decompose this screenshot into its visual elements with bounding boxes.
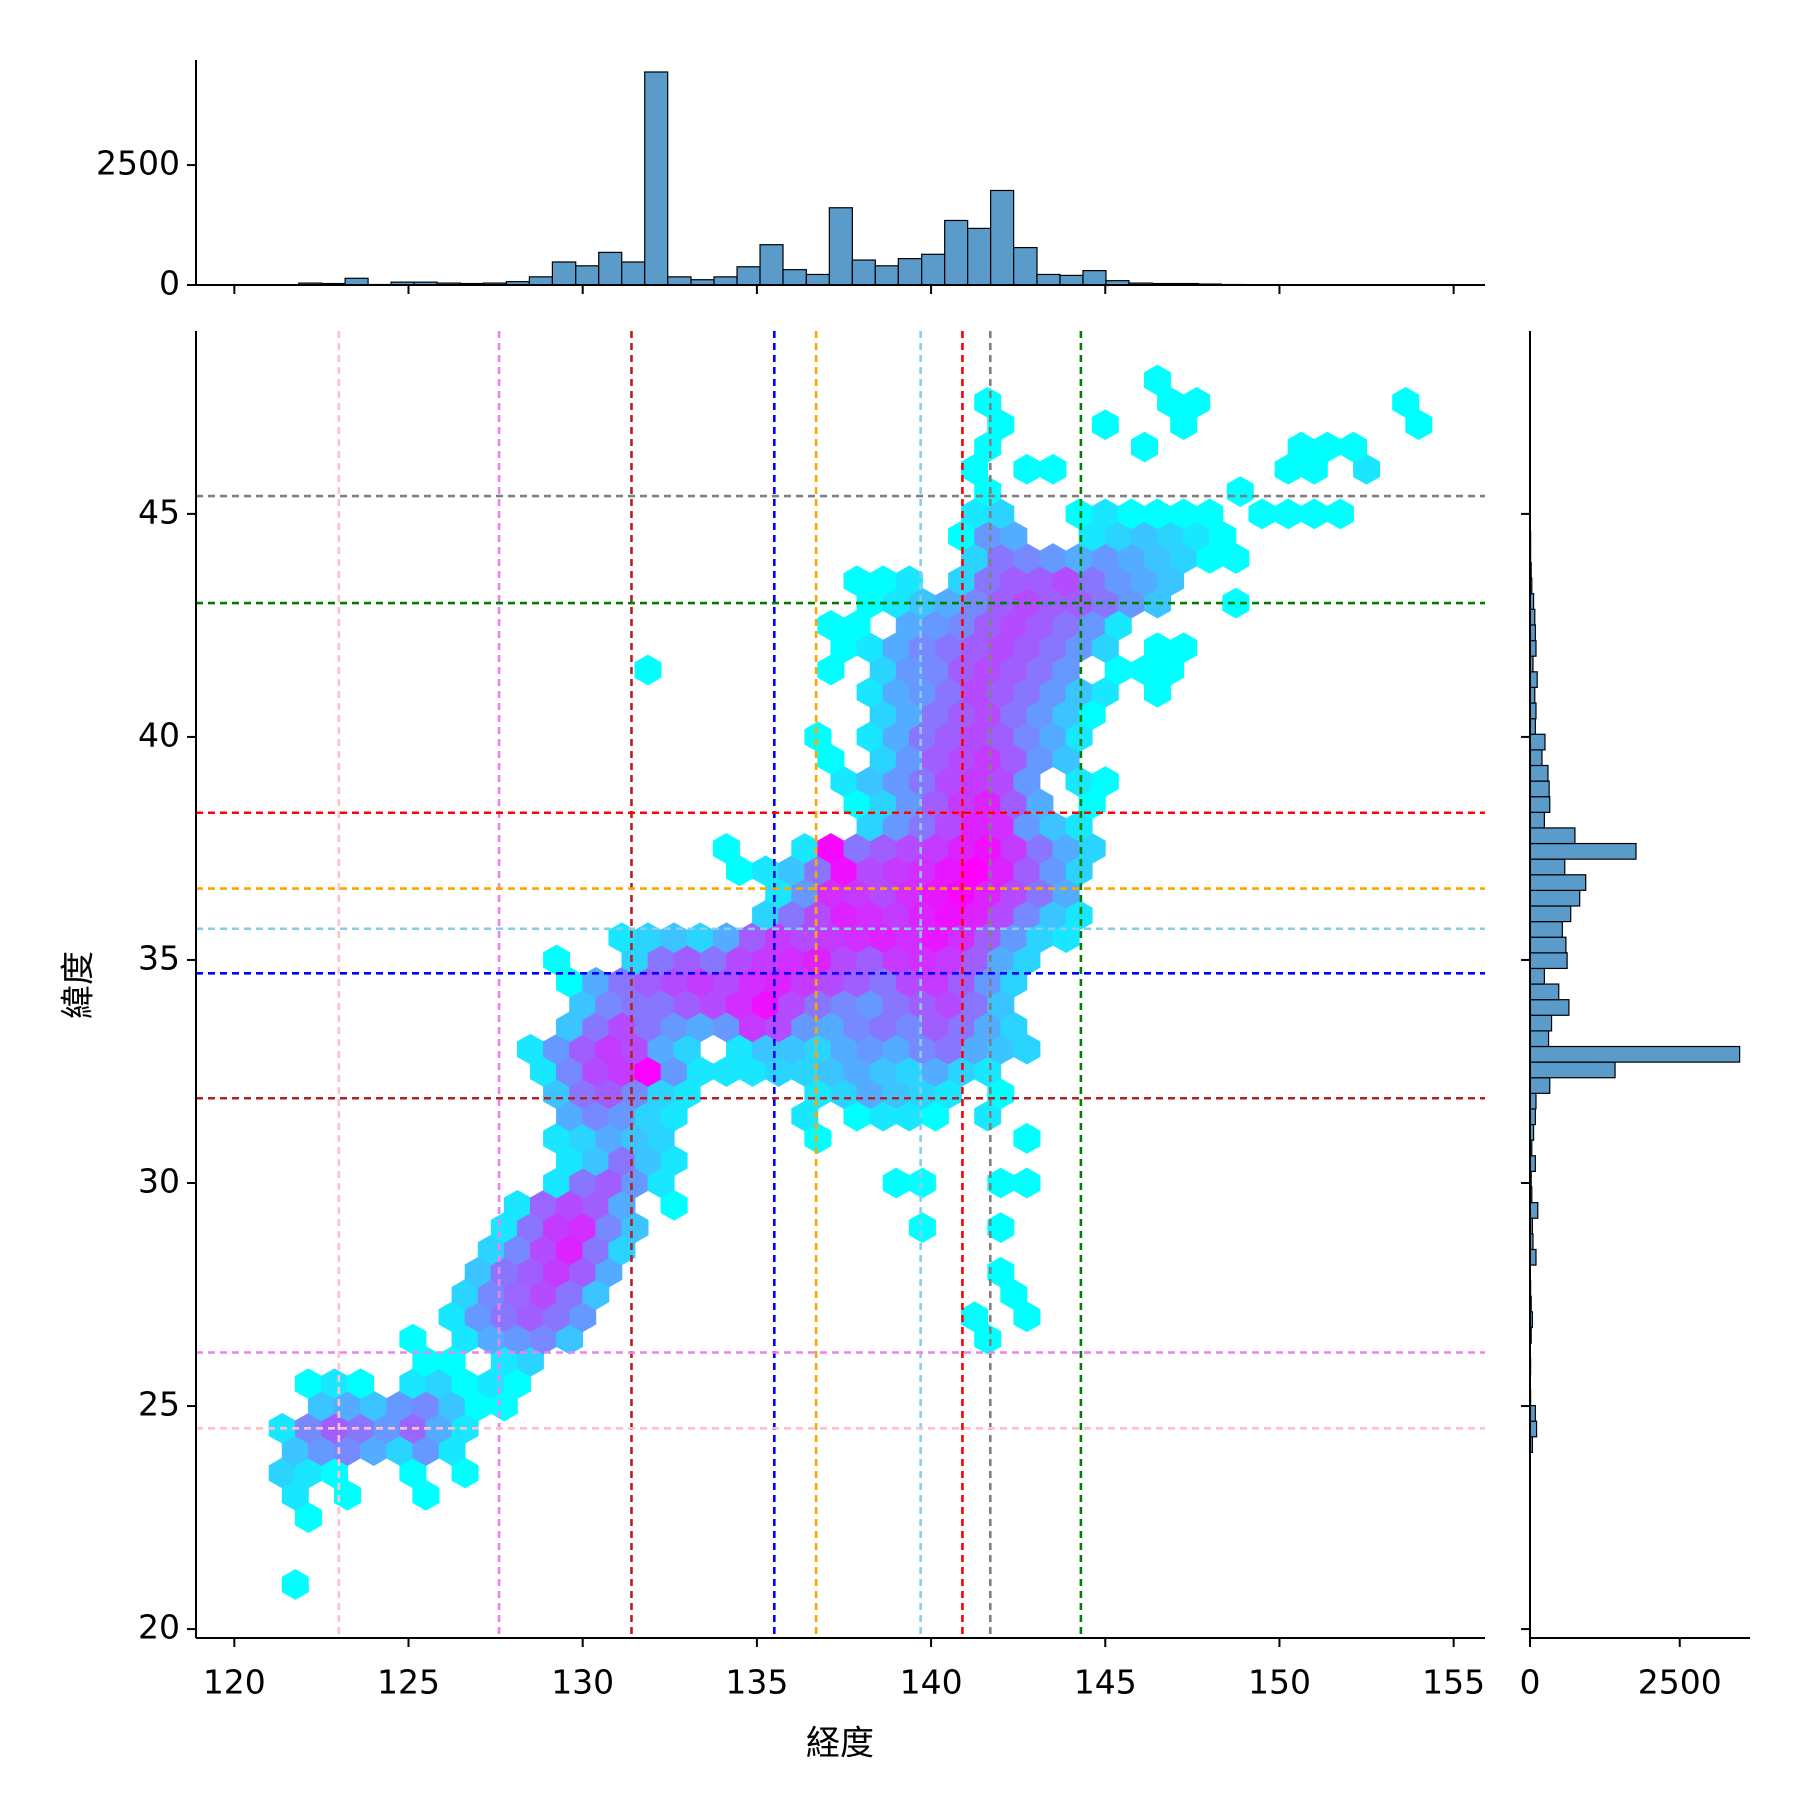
- histogram-bar: [1530, 875, 1586, 891]
- x-axis-title: 経度: [806, 1724, 874, 1764]
- x-tick-label: 120: [203, 1663, 266, 1702]
- histogram-bar: [829, 208, 852, 285]
- x-tick-label: 130: [551, 1663, 614, 1702]
- hex-cell: [909, 1168, 935, 1198]
- histogram-bar: [968, 228, 991, 285]
- histogram-bar: [737, 267, 760, 285]
- y-tick-label: 2500: [96, 144, 180, 183]
- histogram-bar: [1530, 1047, 1740, 1063]
- hex-cell: [1092, 410, 1118, 440]
- histogram-bar: [576, 266, 599, 285]
- x-tick-label: 140: [900, 1663, 963, 1702]
- histogram-bar: [552, 262, 575, 285]
- y-axis-title: 緯度: [59, 951, 99, 1019]
- hex-cell: [1014, 454, 1040, 484]
- histogram-bar: [1530, 844, 1636, 860]
- hexbin-layer: [269, 365, 1432, 1599]
- y-tick-label: 40: [138, 715, 180, 754]
- histogram-bar: [760, 245, 783, 285]
- histogram-bar: [783, 270, 806, 285]
- hex-cell: [909, 1213, 935, 1243]
- hex-cell: [1014, 1123, 1040, 1153]
- histogram-bar: [1530, 828, 1575, 844]
- y-tick-label: 45: [138, 492, 180, 531]
- histogram-bar: [1530, 859, 1565, 875]
- hex-cell: [282, 1570, 308, 1600]
- hex-cell: [988, 1213, 1014, 1243]
- histogram-bar: [529, 277, 552, 285]
- histogram-bar: [898, 259, 921, 285]
- histogram-bar: [1530, 781, 1549, 797]
- histogram-bar: [1530, 922, 1562, 938]
- y-tick-label: 25: [138, 1385, 180, 1424]
- histogram-bar: [1530, 906, 1571, 922]
- hex-cell: [1131, 432, 1157, 462]
- histogram-bar: [622, 262, 645, 285]
- hex-cell: [1249, 499, 1275, 529]
- histogram-bar: [922, 254, 945, 285]
- histogram-bar: [1530, 750, 1542, 766]
- y-tick-label: 0: [159, 264, 180, 303]
- x-tick-label: 135: [725, 1663, 788, 1702]
- histogram-bar: [875, 266, 898, 285]
- x-tick-label: 150: [1248, 1663, 1311, 1702]
- histogram-bar: [1530, 1062, 1615, 1078]
- histogram-bar: [1530, 797, 1550, 813]
- histogram-bar: [1530, 937, 1566, 953]
- histogram-bar: [1530, 968, 1544, 984]
- hex-cell: [1327, 499, 1353, 529]
- y-tick-label: 30: [138, 1162, 180, 1201]
- histogram-bar: [1530, 984, 1559, 1000]
- x-tick-label: 145: [1074, 1663, 1137, 1702]
- histogram-bar: [1037, 274, 1060, 285]
- histogram-bar: [1083, 271, 1106, 285]
- histogram-bar: [945, 220, 968, 285]
- hex-cell: [1301, 499, 1327, 529]
- x-tick-label: 155: [1422, 1663, 1485, 1702]
- histogram-bar: [1530, 734, 1545, 750]
- hex-cell: [1227, 477, 1253, 507]
- histogram-bar: [806, 274, 829, 285]
- histogram-bar: [991, 190, 1014, 285]
- y-tick-label: 20: [138, 1608, 180, 1647]
- histogram-bar: [1530, 812, 1544, 828]
- histogram-bar: [1530, 765, 1548, 781]
- histogram-bar: [1530, 890, 1580, 906]
- histogram-bar: [1530, 1203, 1538, 1219]
- y-tick-label: 35: [138, 938, 180, 977]
- histogram-bar: [345, 278, 368, 285]
- hex-cell: [635, 655, 661, 685]
- histogram-bar: [1530, 1078, 1550, 1094]
- histogram-bar: [1014, 248, 1037, 285]
- histogram-bar: [1530, 1031, 1549, 1047]
- histogram-bar: [645, 72, 668, 285]
- hex-cell: [1275, 499, 1301, 529]
- x-tick-label: 2500: [1638, 1663, 1722, 1702]
- histogram-bar: [1530, 672, 1537, 688]
- histogram-bar: [1530, 1000, 1569, 1016]
- x-tick-label: 0: [1520, 1663, 1541, 1702]
- histogram-bar: [599, 252, 622, 285]
- hex-cell: [1040, 454, 1066, 484]
- histogram-bar: [1530, 1015, 1552, 1031]
- hex-cell: [1014, 1168, 1040, 1198]
- x-tick-label: 125: [377, 1663, 440, 1702]
- histogram-bar: [1060, 275, 1083, 285]
- histogram-bar: [668, 277, 691, 285]
- histogram-bar: [1530, 953, 1567, 969]
- histogram-bar: [714, 277, 737, 285]
- hex-cell: [883, 1168, 909, 1198]
- histogram-bar: [852, 260, 875, 285]
